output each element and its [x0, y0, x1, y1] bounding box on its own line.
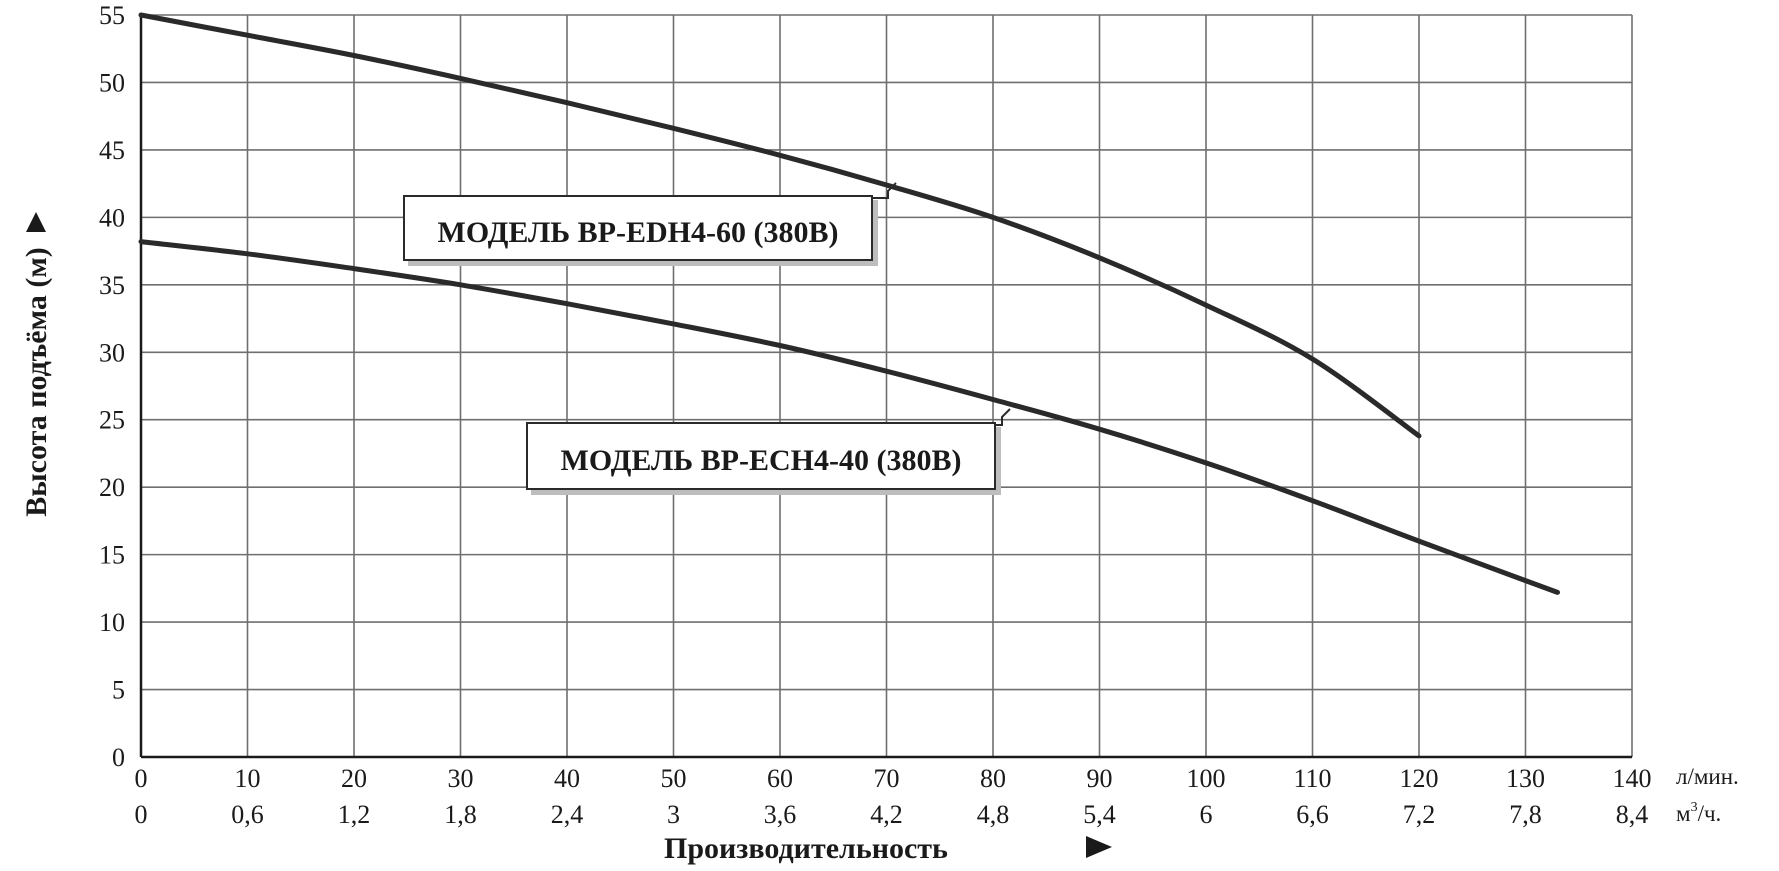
x-tick-label-secondary: 5,4	[1083, 800, 1116, 829]
x-tick-label-primary: 60	[767, 764, 793, 793]
x-primary-unit: л/мин.	[1676, 764, 1739, 789]
x-tick-label-secondary: 0	[135, 800, 148, 829]
x-tick-label-secondary: 8,4	[1616, 800, 1649, 829]
x-tick-label-secondary: 3,6	[764, 800, 797, 829]
x-tick-label-secondary: 1,2	[338, 800, 371, 829]
x-tick-label-secondary: 2,4	[551, 800, 584, 829]
y-tick-labels: 0 5 10 15 20 25 30 35 40 45 50 55	[99, 1, 125, 772]
y-tick-label: 15	[99, 541, 125, 570]
x-tick-label-primary: 70	[874, 764, 900, 793]
x-axis-arrow-icon	[1086, 836, 1112, 858]
callout-label: МОДЕЛЬ BP-ECH4-40 (380В)	[561, 444, 962, 477]
series-line-edh4-60	[138, 12, 1422, 439]
callout-box	[526, 422, 996, 490]
y-tick-label: 35	[99, 271, 125, 300]
series-line-ech4-40	[138, 239, 1560, 595]
x-tick-label-primary: 50	[661, 764, 687, 793]
x-tick-label-secondary: 0,6	[231, 800, 264, 829]
x-tick-label-secondary: 7,8	[1509, 800, 1542, 829]
x-tick-label-primary: 120	[1400, 764, 1439, 793]
y-tick-label: 25	[99, 406, 125, 435]
y-tick-label: 30	[99, 338, 125, 367]
callout-leader	[870, 182, 897, 199]
x-tick-labels: 0 0 10 0,6 20 1,2 30 1,8 40 2,4 50 3 60 3,6 70 4,2 80 4,8…	[135, 764, 1652, 829]
x-tick-label-primary: 90	[1087, 764, 1113, 793]
x-tick-label-primary: 100	[1187, 764, 1226, 793]
x-tick-label-primary: 10	[235, 764, 261, 793]
x-tick-label-secondary: 7,2	[1403, 800, 1436, 829]
y-tick-label: 50	[99, 68, 125, 97]
x-tick-label-primary: 0	[135, 764, 148, 793]
x-secondary-unit: м3/ч.	[1676, 800, 1721, 826]
callout-box	[403, 195, 873, 261]
x-tick-label-primary: 140	[1613, 764, 1652, 793]
y-tick-label: 20	[99, 473, 125, 502]
x-tick-label-primary: 130	[1506, 764, 1545, 793]
x-tick-label-primary: 110	[1293, 764, 1331, 793]
y-tick-label: 45	[99, 136, 125, 165]
x-tick-label-secondary: 1,8	[444, 800, 477, 829]
curves	[138, 12, 1560, 595]
callout-ech4-40: МОДЕЛЬ BP-ECH4-40 (380В)	[526, 408, 1011, 495]
grid	[139, 14, 1633, 759]
x-tick-label-primary: 20	[341, 764, 367, 793]
x-tick-label-secondary: 3	[667, 800, 680, 829]
x-tick-label-secondary: 6	[1200, 800, 1213, 829]
callout-leader	[994, 408, 1011, 426]
x-tick-label-secondary: 6,6	[1296, 800, 1329, 829]
x-tick-label-primary: 80	[980, 764, 1006, 793]
x-tick-label-primary: 40	[554, 764, 580, 793]
y-axis-title: Высота подъёма (м)	[20, 247, 53, 517]
x-tick-label-secondary: 4,2	[870, 800, 903, 829]
callout-label: МОДЕЛЬ BP-EDH4-60 (380В)	[438, 216, 839, 249]
y-tick-label: 5	[112, 676, 125, 705]
x-tick-label-primary: 30	[448, 764, 474, 793]
y-axis-arrow-icon	[26, 212, 46, 232]
y-tick-label: 40	[99, 203, 125, 232]
callout-edh4-60: МОДЕЛЬ BP-EDH4-60 (380В)	[403, 182, 897, 266]
y-tick-label: 55	[99, 1, 125, 30]
y-tick-label: 0	[112, 743, 125, 772]
x-tick-label-secondary: 4,8	[977, 800, 1010, 829]
y-tick-label: 10	[99, 608, 125, 637]
x-axis-title: Производительность	[664, 832, 948, 865]
